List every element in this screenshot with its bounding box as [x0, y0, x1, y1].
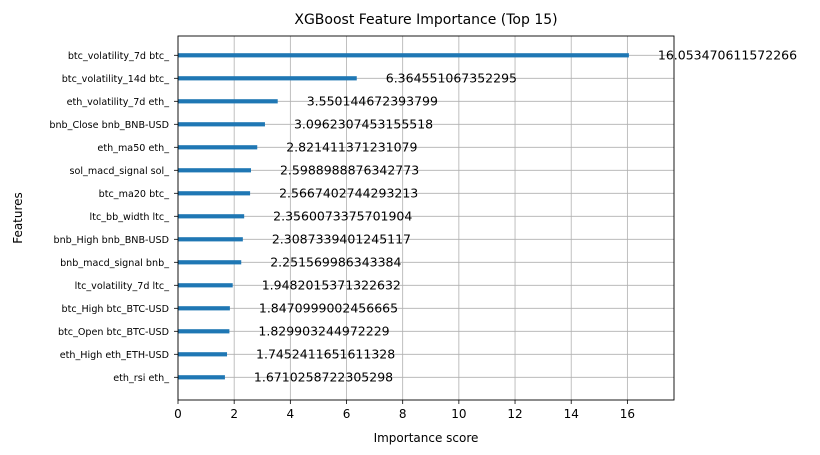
plot-frame [177, 35, 675, 401]
data-label: 1.7452411651611328 [256, 346, 395, 361]
bar [178, 99, 278, 104]
bar [178, 168, 251, 173]
data-label: 2.251569986343384 [270, 254, 401, 269]
bar [178, 122, 265, 127]
x-tick-label: 8 [399, 407, 407, 421]
x-tick-label: 2 [230, 407, 238, 421]
data-label: 3.0962307453155518 [294, 116, 433, 131]
x-tick-label: 6 [343, 407, 351, 421]
bars [178, 53, 629, 380]
y-tick-label: bnb_Close bnb_BNB-USD [49, 120, 169, 131]
bar [178, 237, 243, 242]
y-tick-label: btc_ma20 btc_ [99, 189, 170, 200]
x-axis-label: Importance score [374, 431, 479, 445]
y-tick-label: bnb_High bnb_BNB-USD [53, 235, 169, 246]
y-tick-label: eth_High eth_ETH-USD [60, 350, 169, 361]
bar [178, 76, 357, 81]
data-label: 2.5988988876342773 [280, 162, 419, 177]
data-label: 2.5667402744293213 [279, 185, 418, 200]
x-tick-label: 4 [287, 407, 295, 421]
bar [178, 329, 230, 334]
data-label: 1.8470999002456665 [259, 300, 398, 315]
y-tick-label: ltc_bb_width ltc_ [90, 212, 170, 223]
y-axis-ticks: btc_volatility_7d btc_ btc_volatility_14d… [49, 51, 178, 384]
y-axis-label: Features [11, 192, 25, 244]
data-label: 16.053470611572266 [658, 47, 797, 62]
y-tick-label: eth_volatility_7d eth_ [67, 97, 170, 108]
x-tick-label: 14 [564, 407, 579, 421]
data-label: 2.3560073375701904 [273, 208, 412, 223]
y-tick-label: sol_macd_signal sol_ [70, 166, 170, 177]
data-label: 3.550144672393799 [307, 93, 438, 108]
data-label: 1.6710258722305298 [254, 369, 393, 384]
y-tick-label: eth_ma50 eth_ [97, 143, 169, 154]
data-labels: 16.053470611572266 6.364551067352295 3.550… [254, 47, 797, 384]
bar [178, 352, 228, 357]
bar [178, 260, 242, 265]
bar [178, 214, 245, 219]
x-tick-label: 12 [507, 407, 522, 421]
data-label: 6.364551067352295 [386, 70, 517, 85]
data-label: 1.9482015371322632 [262, 277, 401, 292]
x-tick-label: 10 [451, 407, 466, 421]
bar [178, 53, 629, 58]
grid [177, 36, 674, 400]
y-tick-label: bnb_macd_signal bnb_ [60, 258, 169, 269]
y-tick-label: eth_rsi eth_ [113, 373, 169, 384]
x-axis-ticks: 0 2 4 6 8 10 12 14 16 [174, 400, 635, 421]
data-label: 1.829903244972229 [258, 323, 389, 338]
bar [178, 283, 233, 288]
x-tick-label: 0 [174, 407, 182, 421]
y-tick-label: btc_Open btc_BTC-USD [58, 327, 169, 338]
y-tick-label: ltc_volatility_7d ltc_ [75, 281, 170, 292]
chart-title: XGBoost Feature Importance (Top 15) [294, 12, 557, 28]
bar [178, 191, 251, 196]
data-label: 2.3087339401245117 [272, 231, 411, 246]
bar [178, 145, 258, 150]
y-tick-label: btc_volatility_7d btc_ [68, 51, 169, 62]
y-tick-label: btc_High btc_BTC-USD [62, 304, 169, 315]
bar [178, 375, 225, 380]
data-label: 2.821411371231079 [286, 139, 417, 154]
bar [178, 306, 230, 311]
x-tick-label: 16 [620, 407, 635, 421]
y-tick-label: btc_volatility_14d btc_ [62, 74, 169, 85]
